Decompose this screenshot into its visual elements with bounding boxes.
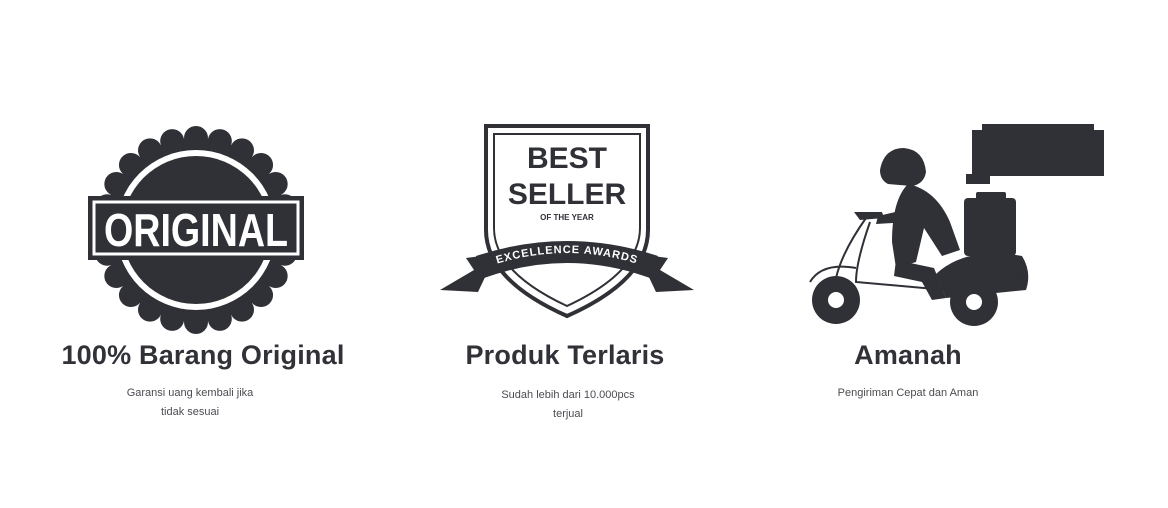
best-seller-line1: BEST bbox=[527, 142, 607, 175]
feature-title: Produk Terlaris bbox=[465, 340, 665, 370]
seal-scallop bbox=[249, 283, 274, 308]
best-seller-shield-icon: BEST SELLER OF THE YEAR EXCELLENCE AWARD… bbox=[440, 124, 694, 319]
feature-original: ORIGINAL 100% Barang Original Garansi ua… bbox=[0, 0, 400, 508]
seal-scallop bbox=[160, 129, 185, 154]
seal-scallop bbox=[138, 138, 162, 163]
seal-scallop bbox=[263, 264, 288, 288]
seal-scallop bbox=[160, 306, 185, 331]
feature-description-line: Garansi uang kembali jika bbox=[126, 387, 254, 399]
original-seal-icon: ORIGINAL bbox=[88, 126, 304, 334]
seal-scallop bbox=[184, 310, 208, 334]
original-badge-text: ORIGINAL bbox=[104, 204, 288, 256]
feature-amanah: Amanah Pengiriman Cepat dan Aman bbox=[780, 0, 1168, 508]
feature-description-line: Pengiriman Cepat dan Aman bbox=[837, 387, 979, 399]
best-seller-line2: SELLER bbox=[508, 178, 627, 211]
seal-scallop bbox=[230, 138, 254, 163]
best-seller-line3: OF THE YEAR bbox=[540, 213, 594, 222]
seal-scallop bbox=[249, 152, 274, 177]
seal-scallop bbox=[118, 152, 143, 177]
feature-description: Garansi uang kembali jika tidak sesuai bbox=[60, 384, 320, 422]
seal-scallop bbox=[263, 172, 288, 196]
seal-scallop bbox=[104, 264, 129, 288]
seal-scallop bbox=[104, 172, 129, 196]
seal-scallop bbox=[138, 297, 162, 322]
feature-best-seller: BEST SELLER OF THE YEAR EXCELLENCE AWARD… bbox=[400, 0, 780, 508]
feature-description-line: terjual bbox=[553, 408, 583, 420]
seal-scallop bbox=[207, 129, 232, 154]
seal-scallop bbox=[184, 126, 208, 150]
seal-scallop bbox=[230, 297, 254, 322]
seal-scallop bbox=[118, 283, 143, 308]
feature-description-line: tidak sesuai bbox=[160, 406, 220, 418]
feature-description: Sudah lebih dari 10.000pcs terjual bbox=[438, 386, 698, 424]
delivery-scooter-icon bbox=[809, 124, 1104, 326]
feature-description-line: Sudah lebih dari 10.000pcs bbox=[501, 389, 635, 401]
seal-scallop bbox=[207, 306, 232, 331]
feature-title: Amanah bbox=[854, 340, 962, 370]
feature-description: Pengiriman Cepat dan Aman bbox=[768, 384, 1048, 403]
feature-title: 100% Barang Original bbox=[61, 340, 345, 370]
